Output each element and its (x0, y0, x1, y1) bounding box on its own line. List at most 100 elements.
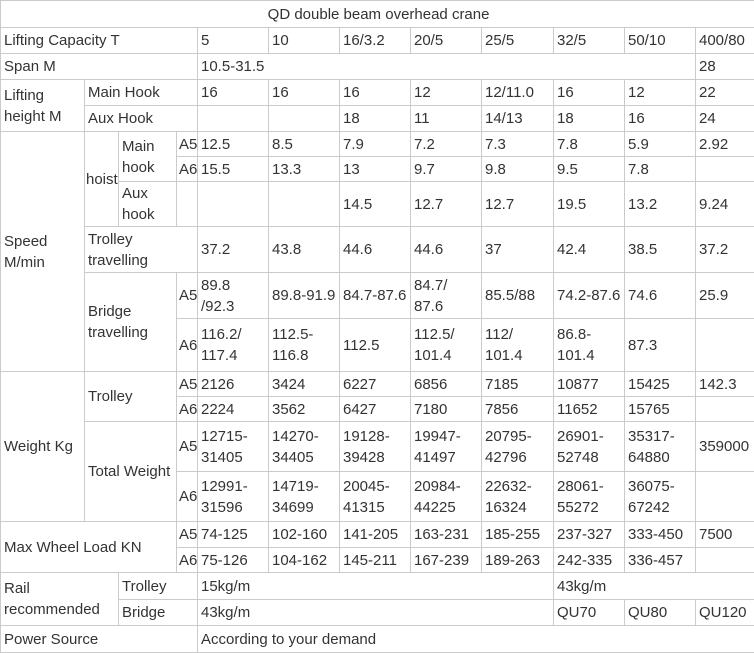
value-cell: 3424 (269, 372, 340, 397)
value-cell: 16 (269, 80, 340, 106)
row-label-span: Span M (1, 54, 198, 80)
grade-label: A6 (177, 319, 198, 372)
empty-cell (177, 182, 198, 227)
value-cell: 28061- 55272 (554, 472, 625, 522)
value-cell: 28 (696, 54, 754, 80)
value-cell: 13.3 (269, 157, 340, 182)
value-cell: 84.7-87.6 (340, 273, 411, 319)
value-cell: 12991- 31596 (198, 472, 269, 522)
value-cell: 9.24 (696, 182, 754, 227)
value-cell: 37.2 (198, 227, 269, 273)
value-cell: 5 (198, 28, 269, 54)
value-cell: 141-205 (340, 522, 411, 548)
value-cell: 85.5/88 (482, 273, 554, 319)
table-row: QD double beam overhead crane (1, 1, 754, 28)
value-cell: 37.2 (696, 227, 754, 273)
value-cell: 12 (411, 80, 482, 106)
value-cell: 43.8 (269, 227, 340, 273)
empty-cell (696, 472, 754, 522)
value-cell: 22632- 16324 (482, 472, 554, 522)
value-cell: 7.2 (411, 132, 482, 157)
value-cell: 9.7 (411, 157, 482, 182)
value-cell: 50/10 (625, 28, 696, 54)
value-cell: 167-239 (411, 548, 482, 573)
value-cell: 14/13 (482, 106, 554, 132)
value-cell: 333-450 (625, 522, 696, 548)
empty-cell (696, 548, 754, 573)
value-cell: 43kg/m (554, 573, 754, 600)
grade-label: A6 (177, 157, 198, 182)
empty-cell (696, 157, 754, 182)
row-label-trolley-travelling: Trolley travelling (85, 227, 198, 273)
value-cell: 359000 (696, 422, 754, 472)
row-label-rail-bridge: Bridge (119, 600, 198, 626)
row-label-weight-trolley: Trolley (85, 372, 177, 422)
row-label-power-source: Power Source (1, 626, 198, 653)
row-label-lifting-capacity: Lifting Capacity T (1, 28, 198, 54)
value-cell: 112.5 (340, 319, 411, 372)
value-cell: 15425 (625, 372, 696, 397)
value-cell: 89.8 /92.3 (198, 273, 269, 319)
value-cell: 12 (625, 80, 696, 106)
value-cell: 75-126 (198, 548, 269, 573)
value-cell: 43kg/m (198, 600, 554, 626)
empty-cell (269, 182, 340, 227)
value-cell: 18 (554, 106, 625, 132)
value-cell: 42.4 (554, 227, 625, 273)
value-cell: 102-160 (269, 522, 340, 548)
value-cell: 5.9 (625, 132, 696, 157)
value-cell: 2.92 (696, 132, 754, 157)
row-label-hoist-aux-hook: Aux hook (119, 182, 177, 227)
value-cell: 237-327 (554, 522, 625, 548)
value-cell: 32/5 (554, 28, 625, 54)
value-cell: 74-125 (198, 522, 269, 548)
value-cell: 15kg/m (198, 573, 554, 600)
value-cell: 22 (696, 80, 754, 106)
value-cell: 37 (482, 227, 554, 273)
value-cell: 35317- 64880 (625, 422, 696, 472)
value-cell: 2224 (198, 397, 269, 422)
row-label-max-wheel-load: Max Wheel Load KN (1, 522, 177, 573)
value-cell: 10 (269, 28, 340, 54)
value-cell: 13 (340, 157, 411, 182)
value-cell: 12.5 (198, 132, 269, 157)
value-cell: 13.2 (625, 182, 696, 227)
value-cell: 16 (340, 80, 411, 106)
value-cell: 16 (625, 106, 696, 132)
value-cell: 7.8 (554, 132, 625, 157)
value-cell: 400/80 (696, 28, 754, 54)
value-cell: 18 (340, 106, 411, 132)
value-cell: 25/5 (482, 28, 554, 54)
value-cell: 9.5 (554, 157, 625, 182)
grade-label: A5 (177, 132, 198, 157)
value-cell: 86.8- 101.4 (554, 319, 625, 372)
value-cell: 12715- 31405 (198, 422, 269, 472)
value-cell: 7.3 (482, 132, 554, 157)
value-cell: 24 (696, 106, 754, 132)
row-label-total-weight: Total Weight (85, 422, 177, 522)
value-cell: 19947- 41497 (411, 422, 482, 472)
value-cell: 7.8 (625, 157, 696, 182)
value-cell: 112.5- 116.8 (269, 319, 340, 372)
value-cell: 26901- 52748 (554, 422, 625, 472)
value-cell: 36075- 67242 (625, 472, 696, 522)
value-cell: 112.5/ 101.4 (411, 319, 482, 372)
value-cell: 14.5 (340, 182, 411, 227)
value-cell: 44.6 (411, 227, 482, 273)
value-cell: 74.6 (625, 273, 696, 319)
value-cell: 112/ 101.4 (482, 319, 554, 372)
value-cell: 11652 (554, 397, 625, 422)
value-cell: 6856 (411, 372, 482, 397)
value-cell: 7856 (482, 397, 554, 422)
row-label-aux-hook: Aux Hook (85, 106, 198, 132)
